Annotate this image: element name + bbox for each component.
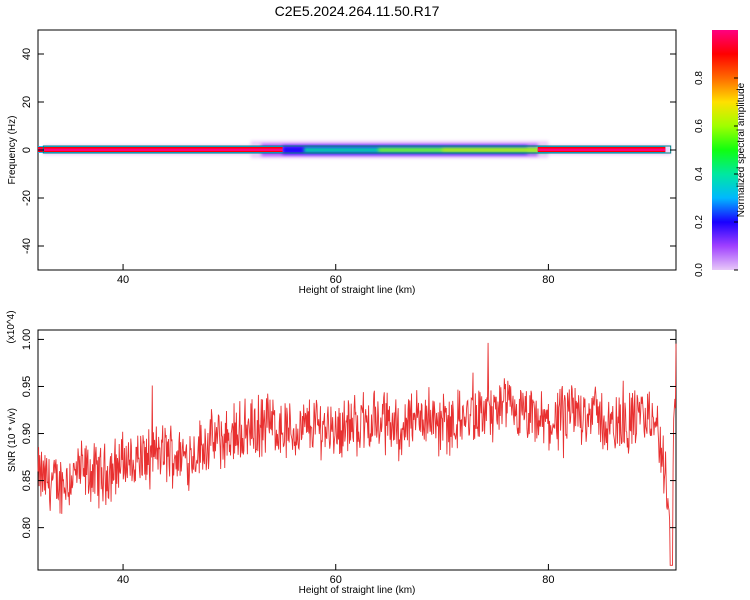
y-tick-label: 0.95: [21, 376, 33, 397]
x-axis-label: Height of straight line (km): [299, 585, 416, 596]
x-axis-label: Height of straight line (km): [299, 285, 416, 296]
colorbar-tick-label: 0.0: [694, 263, 705, 277]
y-tick-label: 20: [21, 96, 33, 108]
x-tick-label: 40: [117, 274, 129, 286]
colorbar: [712, 30, 738, 270]
colorbar-tick-label: 0.2: [694, 215, 705, 229]
y-tick-label: -20: [21, 190, 33, 206]
colorbar-label: Normalized spectral amplitude: [736, 82, 747, 217]
colorbar-tick-label: 0.6: [694, 119, 705, 133]
x-tick-label: 60: [330, 574, 342, 586]
y-tick-label: 40: [21, 48, 33, 60]
spectral-band-cell: [442, 149, 549, 151]
spectral-band-cell: [38, 148, 283, 151]
x-tick-label: 40: [117, 574, 129, 586]
snr-series-line: [37, 342, 677, 566]
y-axis-multiplier: (x10^4): [6, 310, 17, 343]
y-tick-label: 0.80: [21, 517, 33, 538]
y-axis-label: SNR (10 * v/v): [7, 408, 18, 472]
y-axis-label: Frequency (Hz): [7, 116, 18, 185]
y-tick-label: 0: [21, 147, 33, 153]
x-tick-label: 80: [542, 574, 554, 586]
y-tick-label: 1.00: [21, 329, 33, 350]
chart-title: C2E5.2024.264.11.50.R17: [275, 3, 440, 19]
spectral-band-cell: [537, 148, 666, 151]
y-tick-label: -40: [21, 238, 33, 254]
spectral-band: [38, 141, 671, 158]
y-tick-label: 0.90: [21, 423, 33, 444]
x-tick-label: 60: [330, 274, 342, 286]
colorbar-tick-label: 0.4: [694, 167, 705, 181]
y-tick-label: 0.85: [21, 470, 33, 491]
colorbar-tick-label: 0.8: [694, 71, 705, 85]
x-tick-label: 80: [542, 274, 554, 286]
